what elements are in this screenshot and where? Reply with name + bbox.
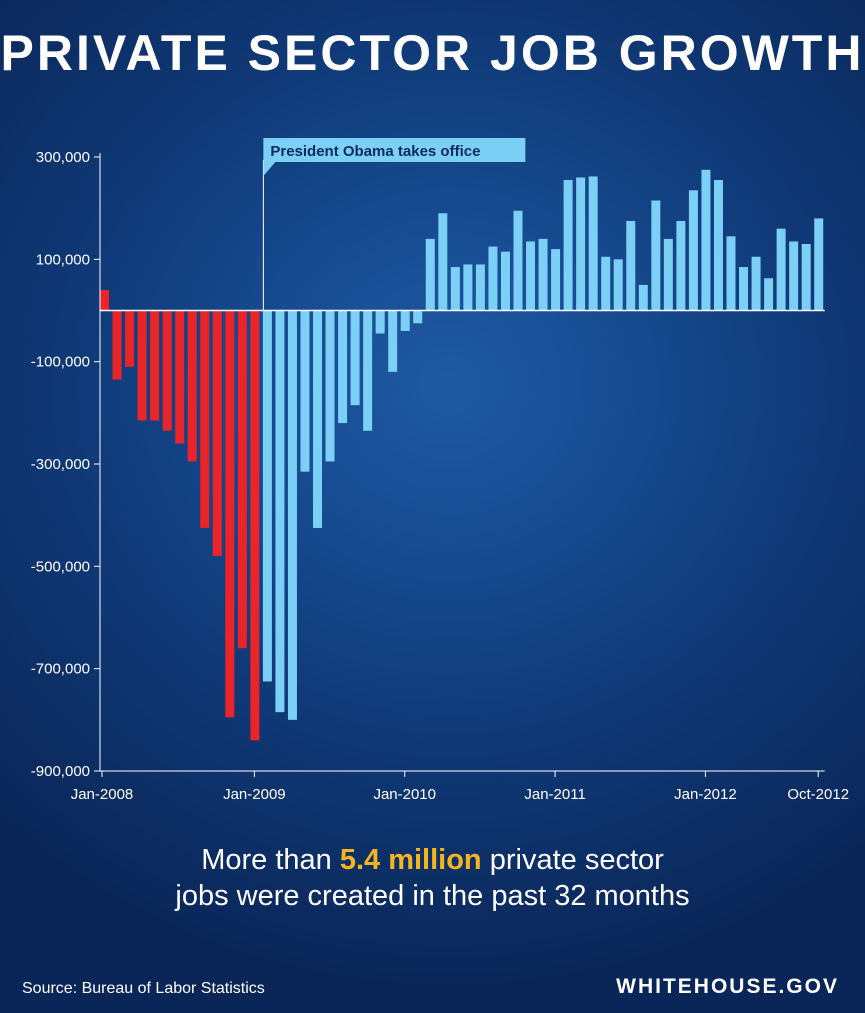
bar-29 xyxy=(463,264,473,311)
bar-56 xyxy=(801,243,811,311)
bar-49 xyxy=(713,180,723,311)
bar-57 xyxy=(814,218,824,311)
bar-31 xyxy=(488,246,498,311)
annotation-group: President Obama takes office xyxy=(262,138,526,311)
bar-15 xyxy=(287,310,297,720)
headline-post: private sector xyxy=(481,844,664,876)
bar-4 xyxy=(150,310,160,421)
y-tick-label-0: 300,000 xyxy=(36,149,90,166)
bar-20 xyxy=(350,310,360,406)
bar-9 xyxy=(212,310,222,557)
source-note: Source: Bureau of Labor Statistics xyxy=(22,980,265,997)
bar-32 xyxy=(500,251,510,311)
bar-21 xyxy=(363,310,373,431)
bar-55 xyxy=(789,241,799,311)
x-tick-label-2: Jan-2010 xyxy=(373,786,436,803)
bar-46 xyxy=(676,220,686,311)
y-tick-label-6: -900,000 xyxy=(31,763,90,780)
x-tick-label-4: Jan-2012 xyxy=(674,786,737,803)
x-tick-label-5: Oct-2012 xyxy=(787,786,849,803)
bar-1 xyxy=(112,310,122,380)
bar-3 xyxy=(137,310,147,421)
bar-2 xyxy=(125,310,135,367)
bar-42 xyxy=(626,220,636,311)
bar-26 xyxy=(425,238,435,311)
bar-25 xyxy=(413,310,423,324)
headline-line-2: jobs were created in the past 32 months xyxy=(175,880,690,912)
bar-54 xyxy=(776,228,786,311)
y-tick-label-3: -300,000 xyxy=(31,456,90,473)
headline-line-1: More than 5.4 million private sector xyxy=(0,842,865,878)
bar-36 xyxy=(551,249,561,311)
bar-12 xyxy=(250,310,260,741)
bar-45 xyxy=(663,238,673,311)
headline-highlight: 5.4 million xyxy=(339,844,482,876)
bar-24 xyxy=(400,310,410,331)
bar-8 xyxy=(200,310,210,528)
x-tick-label-3: Jan-2011 xyxy=(524,786,585,803)
x-tick-label-0: Jan-2008 xyxy=(71,786,134,803)
page-title: PRIVATE SECTOR JOB GROWTH xyxy=(0,25,865,81)
bar-34 xyxy=(526,241,536,311)
bar-30 xyxy=(475,264,485,311)
headline-pre: More than xyxy=(201,844,340,876)
bar-7 xyxy=(187,310,197,462)
bar-47 xyxy=(688,190,698,311)
bar-48 xyxy=(701,169,711,311)
annotation-callout xyxy=(263,138,526,176)
bar-44 xyxy=(651,200,661,311)
axes-group: 300,000 100,000 -100,000 -300,000 -500,000 -7… xyxy=(31,149,849,803)
bar-0 xyxy=(100,290,109,311)
y-tick-label-2: -100,000 xyxy=(31,354,90,371)
bar-17 xyxy=(313,310,323,528)
bar-35 xyxy=(538,238,548,311)
bars-group xyxy=(100,169,824,741)
bar-6 xyxy=(175,310,185,444)
y-tick-label-1: 100,000 xyxy=(36,251,90,268)
bar-18 xyxy=(325,310,335,462)
bar-16 xyxy=(300,310,310,472)
bar-39 xyxy=(588,176,598,311)
site-link[interactable]: WHITEHOUSE.GOV xyxy=(616,975,839,998)
bar-40 xyxy=(601,256,611,311)
bar-33 xyxy=(513,210,523,311)
bar-52 xyxy=(751,256,761,311)
bar-23 xyxy=(388,310,398,372)
bar-41 xyxy=(613,259,623,311)
bar-22 xyxy=(375,310,385,334)
bar-27 xyxy=(438,213,448,311)
bar-13 xyxy=(262,310,272,682)
bar-38 xyxy=(576,177,586,311)
x-tick-label-1: Jan-2009 xyxy=(223,786,286,803)
annotation-label: President Obama takes office xyxy=(270,143,480,160)
bar-51 xyxy=(739,267,749,311)
bar-43 xyxy=(638,284,648,311)
bar-19 xyxy=(338,310,348,424)
bar-37 xyxy=(563,180,573,311)
bar-50 xyxy=(726,236,736,311)
y-tick-label-4: -500,000 xyxy=(31,558,90,575)
headline: More than 5.4 million private sector job… xyxy=(0,842,865,914)
bar-14 xyxy=(275,310,285,713)
bar-5 xyxy=(162,310,172,431)
bar-10 xyxy=(225,310,235,718)
y-tick-label-5: -700,000 xyxy=(31,661,90,678)
bar-11 xyxy=(237,310,247,649)
bar-53 xyxy=(764,278,774,311)
bar-28 xyxy=(450,267,460,311)
